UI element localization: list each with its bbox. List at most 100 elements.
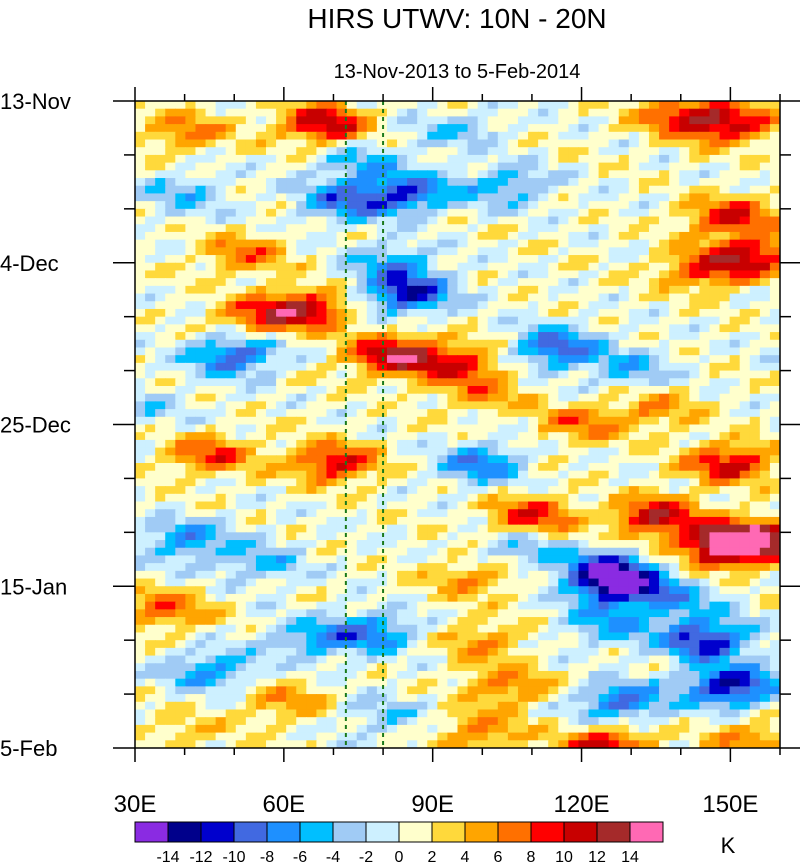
- heatmap-cell: [507, 201, 519, 210]
- heatmap-cell: [135, 231, 146, 241]
- heatmap-cell: [709, 547, 721, 557]
- heatmap-cell: [366, 540, 378, 549]
- heatmap-cell: [608, 478, 620, 487]
- heatmap-cell: [638, 593, 650, 603]
- heatmap-cell: [679, 339, 690, 349]
- heatmap-cell: [709, 108, 721, 117]
- heatmap-cell: [618, 170, 630, 179]
- heatmap-cell: [316, 586, 328, 595]
- heatmap-cell: [296, 301, 307, 310]
- heatmap-cell: [759, 139, 771, 148]
- heatmap-cell: [195, 516, 207, 526]
- heatmap-cell: [175, 278, 186, 287]
- heatmap-cell: [669, 409, 680, 418]
- heatmap-cell: [648, 324, 660, 333]
- heatmap-cell: [749, 524, 761, 533]
- heatmap-cell: [145, 116, 156, 125]
- heatmap-cell: [538, 178, 549, 187]
- heatmap-cell: [538, 524, 549, 533]
- heatmap-cell: [397, 231, 408, 241]
- heatmap-cell: [749, 532, 761, 541]
- heatmap-cell: [266, 470, 277, 480]
- heatmap-cell: [175, 447, 186, 456]
- heatmap-cell: [336, 586, 348, 595]
- heatmap-cell: [598, 101, 610, 110]
- heatmap-cell: [659, 355, 670, 364]
- heatmap-cell: [155, 424, 166, 433]
- heatmap-cell: [578, 416, 590, 426]
- heatmap-cell: [568, 108, 580, 117]
- heatmap-cell: [598, 108, 610, 117]
- heatmap-cell: [135, 201, 146, 210]
- heatmap-cell: [558, 270, 569, 279]
- heatmap-cell: [699, 247, 711, 256]
- heatmap-cell: [205, 170, 217, 179]
- heatmap-cell: [588, 432, 600, 441]
- heatmap-cell: [155, 678, 166, 687]
- heatmap-cell: [477, 409, 489, 418]
- heatmap-cell: [578, 231, 590, 241]
- heatmap-cell: [286, 516, 297, 526]
- heatmap-cell: [568, 624, 580, 634]
- heatmap-cell: [336, 208, 348, 218]
- heatmap-cell: [477, 593, 489, 603]
- heatmap-cell: [185, 532, 197, 541]
- heatmap-cell: [729, 378, 741, 387]
- heatmap-cell: [205, 640, 217, 649]
- heatmap-cell: [397, 501, 408, 510]
- heatmap-cell: [517, 624, 529, 634]
- heatmap-cell: [538, 208, 549, 218]
- heatmap-cell: [517, 439, 529, 449]
- heatmap-cell: [185, 154, 197, 164]
- heatmap-cell: [316, 224, 328, 233]
- heatmap-cell: [205, 463, 217, 472]
- heatmap-cell: [366, 262, 378, 272]
- heatmap-cell: [528, 563, 539, 572]
- heatmap-cell: [769, 347, 780, 356]
- heatmap-cell: [276, 370, 287, 379]
- heatmap-cell: [648, 131, 660, 141]
- heatmap-cell: [558, 632, 569, 641]
- heatmap-cell: [366, 694, 378, 703]
- heatmap-cell: [558, 601, 569, 610]
- heatmap-cell: [316, 378, 328, 387]
- heatmap-cell: [568, 216, 580, 225]
- heatmap-cell: [245, 255, 257, 264]
- heatmap-cell: [417, 270, 428, 279]
- heatmap-cell: [528, 154, 539, 164]
- heatmap-cell: [245, 455, 257, 464]
- heatmap-cell: [346, 694, 358, 703]
- heatmap-cell: [175, 193, 186, 202]
- heatmap-cell: [346, 640, 358, 649]
- heatmap-cell: [447, 193, 459, 202]
- heatmap-cell: [507, 170, 519, 179]
- heatmap-cell: [507, 547, 519, 557]
- heatmap-cell: [316, 162, 328, 171]
- heatmap-cell: [477, 586, 489, 595]
- heatmap-cell: [679, 416, 690, 426]
- heatmap-cell: [276, 262, 287, 272]
- heatmap-cell: [427, 424, 438, 433]
- heatmap-cell: [135, 686, 146, 695]
- heatmap-cell: [245, 370, 257, 379]
- heatmap-cell: [245, 201, 257, 210]
- heatmap-cell: [739, 647, 751, 657]
- heatmap-cell: [397, 270, 408, 279]
- heatmap-cell: [346, 509, 358, 518]
- heatmap-cell: [306, 262, 318, 272]
- heatmap-cell: [618, 208, 630, 218]
- heatmap-cell: [628, 555, 640, 564]
- heatmap-cell: [145, 439, 156, 449]
- heatmap-cell: [447, 570, 459, 580]
- heatmap-cell: [205, 370, 217, 379]
- heatmap-cell: [417, 208, 428, 218]
- heatmap-cell: [739, 378, 751, 387]
- heatmap-cell: [467, 470, 479, 480]
- heatmap-cell: [769, 563, 780, 572]
- heatmap-cell: [618, 432, 630, 441]
- heatmap-cell: [255, 293, 267, 302]
- heatmap-cell: [447, 640, 459, 649]
- heatmap-cell: [205, 540, 217, 549]
- heatmap-cell: [709, 339, 721, 349]
- heatmap-cell: [578, 178, 590, 187]
